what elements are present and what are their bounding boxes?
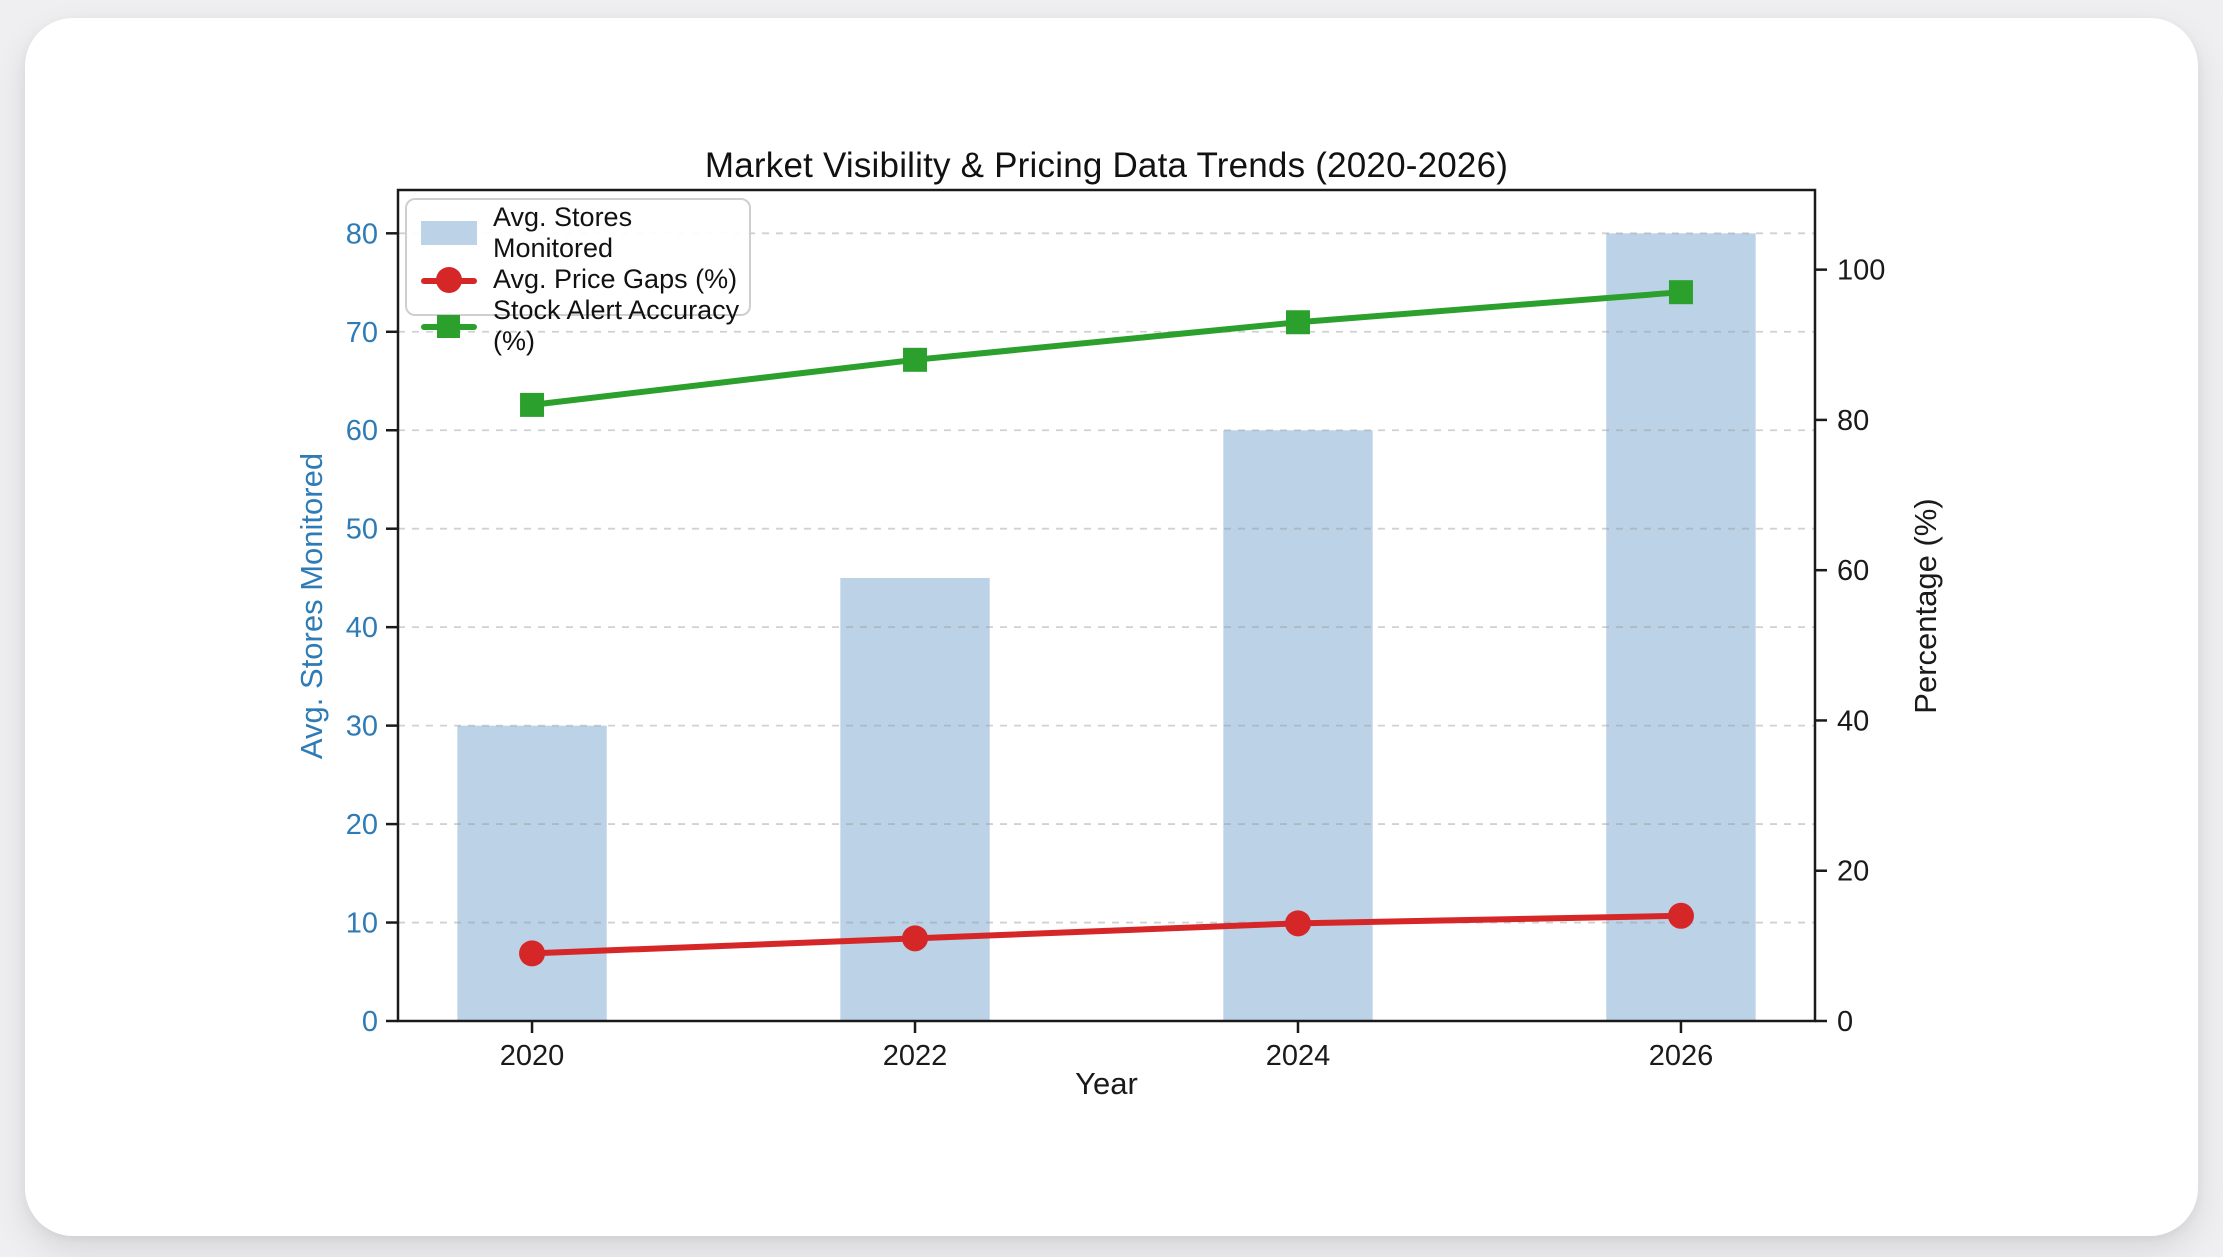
right-axis-tick-label: 100 <box>1837 255 1885 287</box>
left-axis-tick-label: 0 <box>362 1006 378 1038</box>
x-axis-tick-label: 2022 <box>883 1040 948 1072</box>
left-axis-label: Avg. Stores Monitored <box>294 452 329 760</box>
left-axis-tick-label: 10 <box>346 908 378 940</box>
square-marker <box>1285 310 1310 335</box>
left-axis-tick-label: 70 <box>346 317 378 349</box>
legend-label: Avg. Price Gaps (%) <box>493 264 738 294</box>
bar-swatch-icon <box>421 219 477 247</box>
left-axis-tick-label: 80 <box>346 218 378 250</box>
chart-legend: Avg. Stores Monitored Avg. Price Gaps (%… <box>405 198 751 356</box>
right-axis-tick-label: 0 <box>1837 1006 1853 1038</box>
line-series <box>529 289 1684 408</box>
line-square-swatch-icon <box>421 312 477 340</box>
circle-marker <box>1667 902 1694 929</box>
circle-marker <box>902 925 929 952</box>
legend-item-stores: Avg. Stores Monitored <box>407 202 749 264</box>
x-axis-tick-label: 2024 <box>1266 1040 1331 1072</box>
left-axis-tick-label: 50 <box>346 514 378 546</box>
line-series <box>529 912 1684 957</box>
right-axis-tick-label: 80 <box>1837 405 1869 437</box>
bar-2020 <box>457 725 607 1021</box>
right-axis-tick-label: 40 <box>1837 705 1869 737</box>
left-axis-tick-label: 60 <box>346 415 378 447</box>
square-marker <box>1668 280 1693 305</box>
x-axis-label: Year <box>1075 1066 1138 1101</box>
legend-item-stock-accuracy: Stock Alert Accuracy (%) <box>407 295 749 357</box>
left-axis-tick-label: 40 <box>346 612 378 644</box>
chart-title: Market Visibility & Pricing Data Trends … <box>704 146 1509 185</box>
left-axis-tick-label: 20 <box>346 809 378 841</box>
circle-marker <box>1284 910 1311 937</box>
line-circle-swatch-icon <box>421 266 477 294</box>
right-axis-tick-label: 60 <box>1837 555 1869 587</box>
left-axis-tick-label: 30 <box>346 711 378 743</box>
legend-label: Stock Alert Accuracy (%) <box>493 295 740 356</box>
x-axis-tick-label: 2026 <box>1649 1040 1714 1072</box>
x-axis-tick-label: 2020 <box>500 1040 565 1072</box>
square-marker <box>903 347 928 372</box>
bar-2026 <box>1606 233 1756 1022</box>
right-axis-tick-label: 20 <box>1837 856 1869 888</box>
plot-frame <box>396 188 1817 1023</box>
legend-label: Avg. Stores Monitored <box>493 202 633 263</box>
legend-item-price-gaps: Avg. Price Gaps (%) <box>407 264 749 295</box>
bar-2022 <box>840 577 990 1021</box>
square-marker <box>520 392 545 417</box>
circle-marker <box>519 940 546 967</box>
right-axis-label: Percentage (%) <box>1908 498 1943 714</box>
